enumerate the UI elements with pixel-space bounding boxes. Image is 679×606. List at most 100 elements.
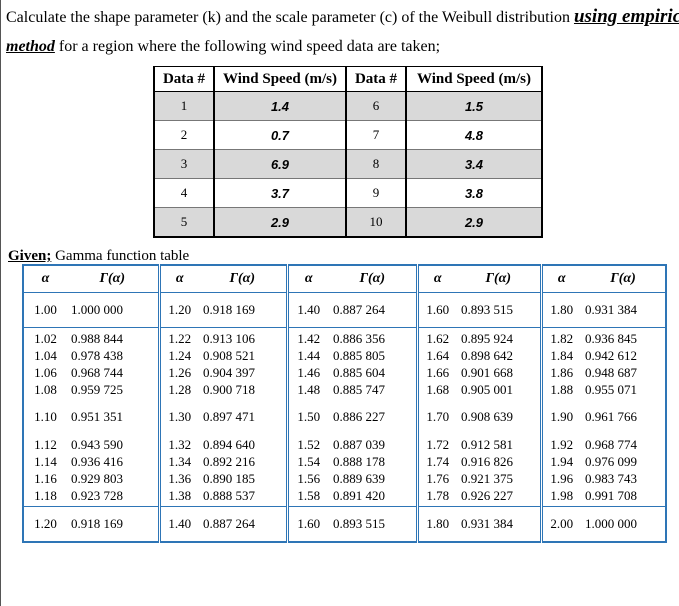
cell-value: 0.916 826 bbox=[461, 454, 513, 469]
column-header: α bbox=[159, 265, 199, 293]
cell-value: 1.82 bbox=[550, 331, 574, 346]
cell-value: 0.951 351 bbox=[71, 409, 123, 424]
column-header: Wind Speed (m/s) bbox=[213, 66, 347, 92]
cell-value: 0.976 099 bbox=[585, 454, 637, 469]
cell-value: 1.50 bbox=[297, 409, 321, 424]
gamma-function-table: α Γ(α) α Γ(α) α Γ(α) α Γ(α) α Γ(α) 1.00 1.000 000 1… bbox=[22, 264, 667, 543]
table-cell: 1.000 000 bbox=[67, 292, 161, 328]
cell-value: 1.90 bbox=[550, 409, 574, 424]
cell-value: 1.000 000 bbox=[585, 516, 637, 531]
table-cell: 3 bbox=[153, 149, 215, 179]
page-border bbox=[0, 0, 1, 606]
table-cell: 0.7 bbox=[213, 120, 347, 150]
cell-value: 0.901 668 bbox=[461, 365, 513, 380]
table-row: 5 2.9 10 2.9 bbox=[153, 207, 543, 238]
table-cell: 3.7 bbox=[213, 178, 347, 208]
table-cell: 1.80 bbox=[541, 292, 581, 328]
cell-value: 1.26 bbox=[168, 365, 192, 380]
table-cell: 6.9 bbox=[213, 149, 347, 179]
question-text: Calculate the shape parameter (k) and th… bbox=[6, 9, 574, 26]
table-cell: 1.90 bbox=[541, 400, 581, 434]
cell-value: 1.76 bbox=[426, 471, 450, 486]
table-cell: 1 bbox=[153, 91, 215, 121]
table-row: 1.00 1.000 000 1.20 0.918 169 1.40 0.887 264 1… bbox=[23, 292, 666, 328]
table-cell: 1.80 bbox=[417, 506, 457, 542]
table-row: 2 0.7 7 4.8 bbox=[153, 120, 543, 150]
cell-value: 0.887 264 bbox=[333, 302, 385, 317]
table-row: 1.12 1.14 1.16 1.18 0.943 590 0.936 416 0.929 … bbox=[23, 434, 666, 507]
question-text: for a region where the following wind sp… bbox=[54, 38, 441, 55]
cell-value: 1.06 bbox=[34, 365, 57, 380]
table-cell: 2 bbox=[153, 120, 215, 150]
cell-value: 0.886 356 bbox=[333, 331, 385, 346]
table-row: 4 3.7 9 3.8 bbox=[153, 178, 543, 208]
table-cell: 1.60 bbox=[287, 506, 329, 542]
cell-value: 1.68 bbox=[426, 382, 450, 397]
table-row: 1 1.4 6 1.5 bbox=[153, 91, 543, 121]
cell-value: 1.18 bbox=[34, 488, 57, 503]
table-cell: 0.893 515 bbox=[457, 292, 543, 328]
table-cell: 0.887 264 bbox=[329, 292, 419, 328]
table-cell: 3.4 bbox=[405, 149, 543, 179]
cell-value: 1.92 bbox=[550, 437, 574, 452]
cell-value: 1.32 bbox=[168, 437, 192, 452]
table-cell: 1.10 bbox=[23, 400, 67, 434]
cell-value: 0.900 718 bbox=[203, 382, 255, 397]
cell-value: 0.931 384 bbox=[585, 302, 637, 317]
table-cell: 1.32 1.34 1.36 1.38 bbox=[159, 434, 199, 507]
table-cell: 1.000 000 bbox=[581, 506, 666, 542]
cell-value: 0.893 515 bbox=[461, 302, 513, 317]
table-cell: 1.40 bbox=[159, 506, 199, 542]
table-cell: 7 bbox=[345, 120, 407, 150]
cell-value: 0.895 924 bbox=[461, 331, 513, 346]
cell-value: 0.886 227 bbox=[333, 409, 385, 424]
cell-value: 1.72 bbox=[426, 437, 450, 452]
cell-value: 1.24 bbox=[168, 348, 192, 363]
table-cell: 1.92 1.94 1.96 1.98 bbox=[541, 434, 581, 507]
cell-value: 1.38 bbox=[168, 488, 192, 503]
cell-value: 0.961 766 bbox=[585, 409, 637, 424]
table-cell: 0.943 590 0.936 416 0.929 803 0.923 728 bbox=[67, 434, 161, 507]
cell-value: 2.00 bbox=[550, 516, 574, 531]
cell-value: 0.888 537 bbox=[203, 488, 255, 503]
table-cell: 0.887 264 bbox=[199, 506, 289, 542]
cell-value: 1.34 bbox=[168, 454, 192, 469]
cell-value: 1.16 bbox=[34, 471, 57, 486]
cell-value: 1.98 bbox=[550, 488, 574, 503]
cell-value: 1.08 bbox=[34, 382, 57, 397]
table-cell: 1.42 1.44 1.46 1.48 bbox=[287, 328, 329, 401]
column-header: α bbox=[287, 265, 329, 293]
table-cell: 3.8 bbox=[405, 178, 543, 208]
table-row: 1.02 1.04 1.06 1.08 0.988 844 0.978 438 0.968 … bbox=[23, 327, 666, 401]
table-cell: 0.897 471 bbox=[199, 400, 289, 434]
cell-value: 1.74 bbox=[426, 454, 450, 469]
table-cell: 0.886 227 bbox=[329, 400, 419, 434]
cell-value: 1.58 bbox=[297, 488, 321, 503]
question-line-2: method for a region where the following … bbox=[6, 38, 440, 56]
table-cell: 0.908 639 bbox=[457, 400, 543, 434]
column-header: α bbox=[417, 265, 457, 293]
cell-value: 0.893 515 bbox=[333, 516, 385, 531]
column-header: Data # bbox=[345, 66, 407, 92]
cell-value: 1.78 bbox=[426, 488, 450, 503]
table-cell: 1.22 1.24 1.26 1.28 bbox=[159, 328, 199, 401]
cell-value: 0.918 169 bbox=[203, 302, 255, 317]
cell-value: 1.80 bbox=[550, 302, 574, 317]
cell-value: 0.888 178 bbox=[333, 454, 385, 469]
cell-value: 0.885 604 bbox=[333, 365, 385, 380]
cell-value: 1.30 bbox=[168, 409, 192, 424]
table-cell: 0.968 774 0.976 099 0.983 743 0.991 708 bbox=[581, 434, 666, 507]
cell-value: 1.70 bbox=[426, 409, 450, 424]
cell-value: 1.64 bbox=[426, 348, 450, 363]
table-cell: 2.00 bbox=[541, 506, 581, 542]
cell-value: 1.000 000 bbox=[71, 302, 123, 317]
table-cell: 1.00 bbox=[23, 292, 67, 328]
cell-value: 0.959 725 bbox=[71, 382, 123, 397]
given-label: Given; bbox=[8, 248, 52, 264]
given-text: Gamma function table bbox=[51, 248, 190, 264]
table-cell: 1.40 bbox=[287, 292, 329, 328]
cell-value: 0.926 227 bbox=[461, 488, 513, 503]
cell-value: 0.898 642 bbox=[461, 348, 513, 363]
cell-value: 0.890 185 bbox=[203, 471, 255, 486]
cell-value: 0.885 747 bbox=[333, 382, 385, 397]
